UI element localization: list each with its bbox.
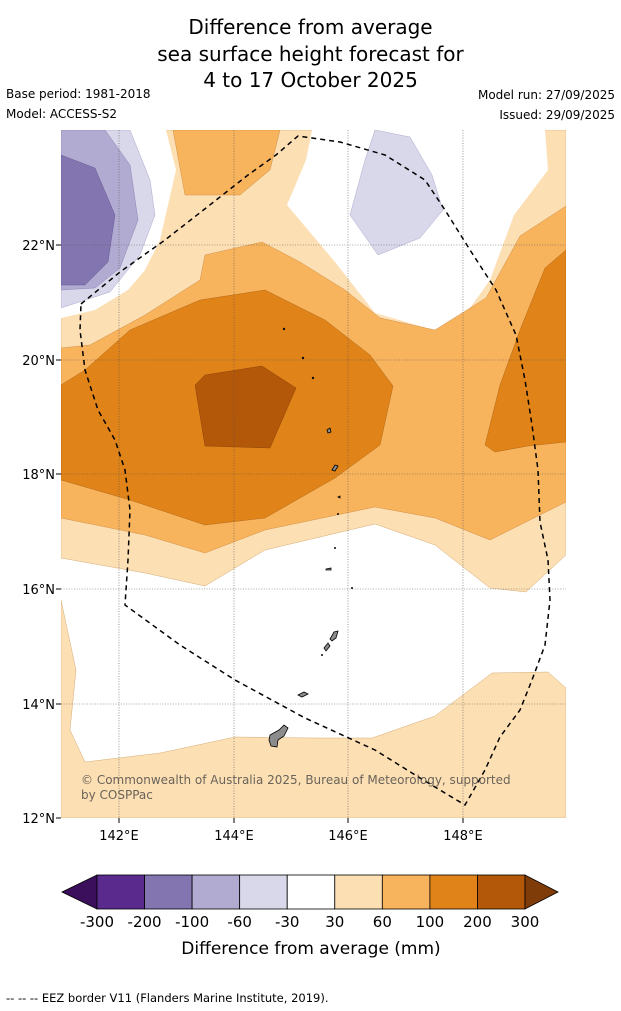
title-line-3: 4 to 17 October 2025	[203, 68, 418, 92]
colorbar-tick-label: 60	[373, 913, 392, 931]
island-agrihan	[326, 427, 332, 434]
colorbar-segment	[334, 874, 383, 910]
lat-axis: 22°N 20°N 18°N 16°N 14°N 12°N	[22, 239, 61, 827]
island-alamagan	[337, 495, 341, 499]
copyright-line-1: © Commonwealth of Australia 2025, Bureau…	[81, 773, 511, 787]
colorbar-segment	[96, 874, 145, 910]
model-run: Model run: 27/09/2025	[477, 88, 615, 102]
contour-30-60-south	[61, 599, 566, 818]
contour-layers	[61, 130, 566, 818]
title-line-2: sea surface height forecast for	[157, 41, 464, 66]
lon-label-144e: 144°E	[214, 829, 254, 844]
contour-100-200-east	[484, 249, 566, 453]
colorbar-segment	[429, 874, 478, 910]
contour-minus100-200	[61, 154, 116, 286]
island-anatahan	[325, 567, 332, 571]
contour-minus30-60-east	[349, 130, 444, 256]
model-name: Model: ACCESS-S2	[6, 107, 118, 121]
colorbar-tick-label: 100	[416, 913, 445, 931]
lat-label-22n: 22°N	[22, 239, 55, 254]
island-pagan	[331, 464, 339, 472]
colorbar: -300 -200 -100 -60 -30 30 60 100 200 300 Differen…	[61, 874, 559, 959]
colorbar-segment	[239, 874, 288, 910]
island-saipan	[329, 630, 339, 642]
lat-label-14n: 14°N	[22, 698, 55, 713]
island-tinian	[323, 642, 331, 652]
copyright-line-2: by COSPPac	[81, 788, 153, 802]
title-line-1: Difference from average	[188, 15, 433, 39]
forecast-map: © Commonwealth of Australia 2025, Bureau…	[22, 130, 566, 844]
base-period: Base period: 1981-2018	[6, 87, 151, 101]
colorbar-segment	[477, 874, 526, 910]
contour-200-300	[194, 365, 297, 449]
colorbar-segment	[381, 874, 431, 910]
colorbar-extend-high	[524, 874, 559, 910]
colorbar-tick-label: 300	[511, 913, 540, 931]
colorbar-tick-label: 200	[463, 913, 492, 931]
island-guam	[268, 724, 289, 748]
colorbar-tick-label: 30	[325, 913, 344, 931]
lon-label-146e: 146°E	[328, 829, 368, 844]
eez-border	[79, 135, 551, 807]
lat-label-20n: 20°N	[22, 354, 55, 369]
colorbar-tick-label: -60	[227, 913, 252, 931]
issued-date: Issued: 29/09/2025	[499, 108, 615, 122]
lat-label-18n: 18°N	[22, 468, 55, 483]
lon-axis: 142°E 144°E 146°E 148°E	[99, 818, 483, 844]
lon-label-142e: 142°E	[99, 829, 139, 844]
colorbar-segment	[191, 874, 241, 910]
contour-60-100-north	[172, 130, 281, 196]
footnote-eez: -- -- -- EEZ border V11 (Flanders Marine…	[6, 991, 329, 1005]
colorbar-segment	[286, 874, 336, 910]
colorbar-tick-label: -30	[275, 913, 300, 931]
colorbar-tick-label: -200	[128, 913, 162, 931]
islands	[268, 327, 353, 748]
colorbar-tick-label: -300	[80, 913, 114, 931]
colorbar-ticks: -300 -200 -100 -60 -30 30 60 100 200 300	[80, 913, 539, 931]
lon-label-148e: 148°E	[443, 829, 483, 844]
chart-title: Difference from average sea surface heig…	[0, 14, 621, 94]
island-rota	[297, 691, 309, 698]
colorbar-segment	[144, 874, 193, 910]
lat-label-16n: 16°N	[22, 583, 55, 598]
gridlines	[61, 130, 566, 818]
colorbar-segments	[61, 874, 559, 910]
colorbar-label: Difference from average (mm)	[181, 939, 440, 959]
lat-label-12n: 12°N	[22, 812, 55, 827]
colorbar-tick-label: -100	[175, 913, 209, 931]
colorbar-extend-low	[61, 874, 98, 910]
